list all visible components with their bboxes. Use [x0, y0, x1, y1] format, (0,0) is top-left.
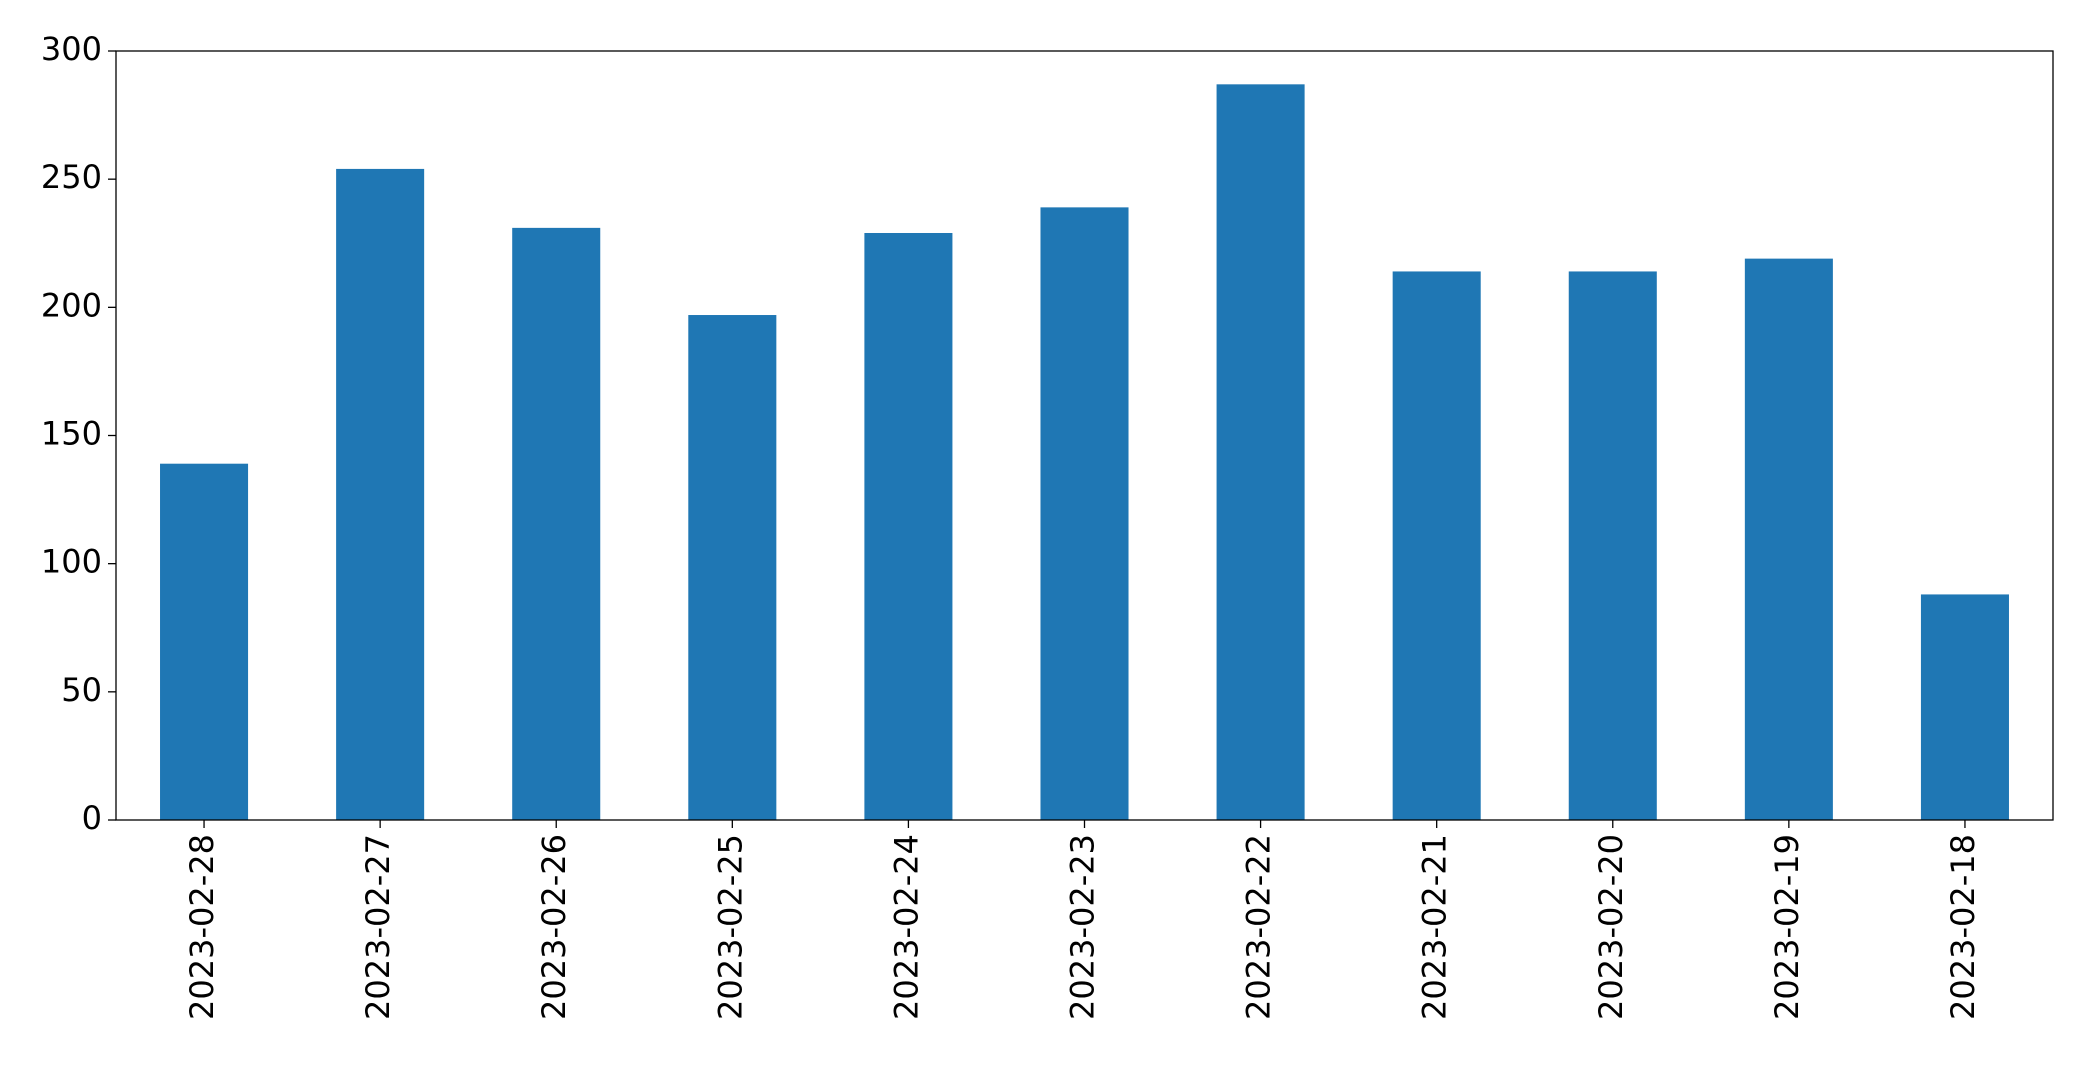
- y-tick-label: 100: [41, 543, 102, 581]
- bar: [512, 227, 601, 820]
- bar: [1392, 271, 1481, 820]
- plot-frame: [115, 50, 2054, 821]
- x-tick-label: 2023-02-26: [535, 834, 573, 1020]
- y-tick-label: 200: [41, 286, 102, 324]
- y-tick-label: 300: [41, 30, 102, 68]
- bar: [1920, 594, 2009, 820]
- bar: [160, 463, 249, 820]
- x-tick-label: 2023-02-20: [1592, 834, 1630, 1020]
- y-tick-label: 50: [61, 671, 102, 709]
- x-tick-label: 2023-02-23: [1064, 834, 1102, 1020]
- x-tick-label: 2023-02-18: [1944, 834, 1982, 1020]
- x-tick-label: 2023-02-28: [183, 834, 221, 1020]
- x-tick-label: 2023-02-22: [1240, 834, 1278, 1020]
- x-tick-label: 2023-02-27: [359, 834, 397, 1020]
- x-tick-label: 2023-02-25: [711, 834, 749, 1020]
- bar: [688, 315, 777, 820]
- y-tick-label: 150: [41, 415, 102, 453]
- y-tick-label: 0: [82, 799, 102, 837]
- bar: [1744, 258, 1833, 820]
- y-tick-label: 250: [41, 158, 102, 196]
- bar: [1040, 207, 1129, 820]
- bar: [864, 232, 953, 820]
- bar: [336, 168, 425, 820]
- x-tick-label: 2023-02-19: [1768, 834, 1806, 1020]
- x-tick-label: 2023-02-21: [1416, 834, 1454, 1020]
- bar: [1568, 271, 1657, 820]
- x-tick-label: 2023-02-24: [887, 834, 925, 1020]
- bar: [1216, 84, 1305, 820]
